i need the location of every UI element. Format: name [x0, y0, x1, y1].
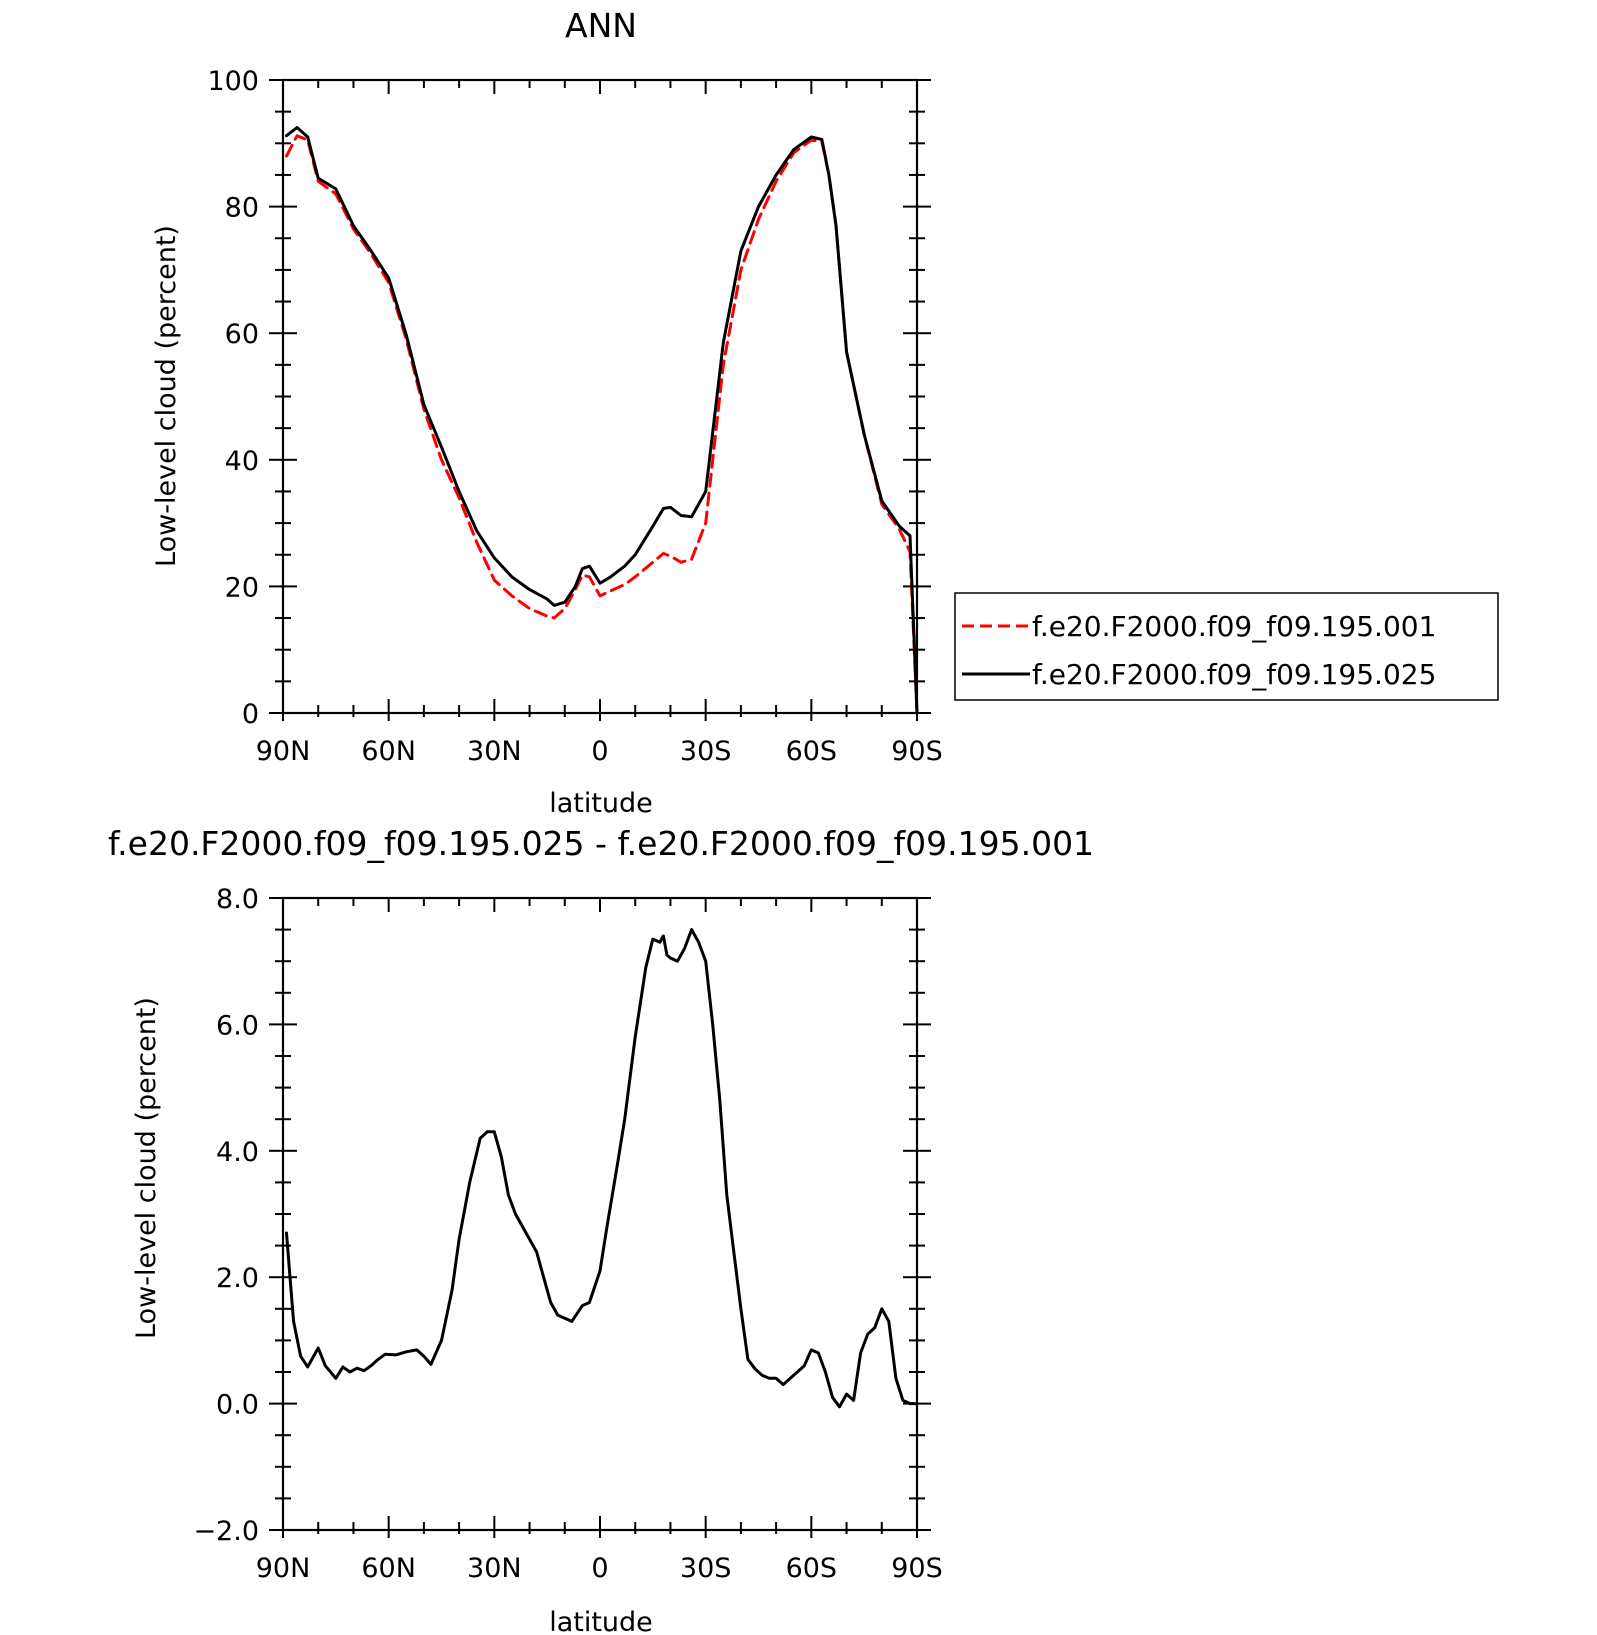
chart-top-ytick-label: 60 [225, 319, 259, 350]
chart-bottom-xtick-label: 60N [361, 1553, 416, 1584]
legend-label-001: f.e20.F2000.f09_f09.195.001 [1032, 610, 1436, 643]
chart-top-ytick-label: 20 [225, 572, 259, 603]
chart-top-plot-area: 90N 60N 30N 0 30S 60S 90S 0 20 40 60 80 100 [207, 66, 942, 767]
chart-top-xtick-label: 90N [256, 736, 311, 767]
chart-bottom-plot-area: 90N 60N 30N 0 30S 60S 90S −2.0 0.0 2.0 4.0 6.0 8.0 [193, 884, 942, 1584]
legend-box [954, 592, 1499, 701]
chart-bottom-xtick-label: 90N [256, 1553, 311, 1584]
chart-bottom-ytick-label: 2.0 [216, 1263, 259, 1294]
chart-bottom-xtick-label: 0 [591, 1553, 608, 1584]
chart-top-xtick-label: 30S [680, 736, 732, 767]
chart-top-ytick-label: 0 [242, 699, 259, 730]
chart-bottom-title: f.e20.F2000.f09_f09.195.025 - f.e20.F200… [108, 824, 1094, 863]
chart-top-series-line-0 [285, 134, 919, 715]
chart-bottom-xtick-label: 30N [467, 1553, 522, 1584]
legend-label-025: f.e20.F2000.f09_f09.195.025 [1032, 658, 1436, 691]
chart-top-ytick-label: 40 [225, 446, 259, 477]
chart-bottom-ytick-label: 0.0 [216, 1390, 259, 1421]
chart-top-xlabel: latitude [549, 788, 653, 819]
chart-top-ylabel: Low-level cloud (percent) [151, 225, 182, 567]
chart-bottom-ylabel: Low-level cloud (percent) [131, 997, 162, 1339]
chart-bottom-series-line-0 [285, 928, 917, 1409]
chart-bottom-xtick-label: 60S [786, 1553, 838, 1584]
chart-top-xtick-label: 60S [786, 736, 838, 767]
chart-bottom-frame [281, 896, 919, 1532]
chart-top-xtick-label: 0 [591, 736, 608, 767]
chart-bottom-ytick-label: 8.0 [216, 884, 259, 915]
chart-top-xtick-label: 30N [467, 736, 522, 767]
chart-bottom-ytick-label: −2.0 [193, 1516, 259, 1547]
chart-bottom-xtick-label: 90S [891, 1553, 943, 1584]
chart-bottom-xtick-label: 30S [680, 1553, 732, 1584]
chart-top-ytick-label: 100 [207, 66, 259, 97]
legend: f.e20.F2000.f09_f09.195.001 f.e20.F2000.… [954, 592, 1499, 701]
chart-top-series-line-1 [285, 126, 919, 715]
chart-bottom-ytick-label: 4.0 [216, 1137, 259, 1168]
chart-top-title: ANN [565, 6, 637, 45]
chart-top-panel: ANN 90N 60N 30N 0 30S 60S 90S 0 20 40 60 80 100 lati… [151, 6, 943, 819]
chart-top-xtick-label: 60N [361, 736, 416, 767]
chart-bottom-xlabel: latitude [549, 1607, 653, 1635]
chart-bottom-panel: f.e20.F2000.f09_f09.195.025 - f.e20.F200… [108, 824, 1094, 1635]
chart-top-xtick-label: 90S [891, 736, 943, 767]
chart-top-frame [281, 78, 919, 715]
chart-bottom-ytick-label: 6.0 [216, 1010, 259, 1041]
chart-top-ytick-label: 80 [225, 193, 259, 224]
